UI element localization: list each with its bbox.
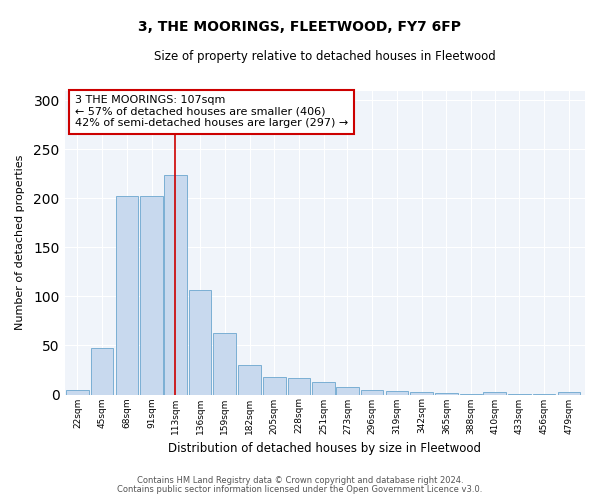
Text: Contains HM Land Registry data © Crown copyright and database right 2024.: Contains HM Land Registry data © Crown c… (137, 476, 463, 485)
Bar (287, 378, 310, 394)
Text: 3, THE MOORINGS, FLEETWOOD, FY7 6FP: 3, THE MOORINGS, FLEETWOOD, FY7 6FP (139, 20, 461, 34)
Bar (263, 377, 286, 394)
Bar (484, 392, 506, 394)
Bar (164, 175, 187, 394)
Bar (313, 382, 335, 394)
Bar (557, 392, 580, 394)
Title: Size of property relative to detached houses in Fleetwood: Size of property relative to detached ho… (154, 50, 496, 63)
Bar (189, 290, 211, 395)
Bar (116, 196, 138, 394)
Bar (238, 365, 261, 394)
Bar (336, 386, 359, 394)
Bar (91, 348, 113, 395)
Bar (361, 390, 383, 394)
Text: Contains public sector information licensed under the Open Government Licence v3: Contains public sector information licen… (118, 485, 482, 494)
Bar (140, 196, 163, 394)
X-axis label: Distribution of detached houses by size in Fleetwood: Distribution of detached houses by size … (168, 442, 481, 455)
Bar (66, 390, 89, 394)
Bar (386, 390, 408, 394)
Y-axis label: Number of detached properties: Number of detached properties (15, 155, 25, 330)
Text: 3 THE MOORINGS: 107sqm
← 57% of detached houses are smaller (406)
42% of semi-de: 3 THE MOORINGS: 107sqm ← 57% of detached… (75, 95, 348, 128)
Bar (410, 392, 433, 394)
Bar (435, 392, 458, 394)
Bar (214, 332, 236, 394)
